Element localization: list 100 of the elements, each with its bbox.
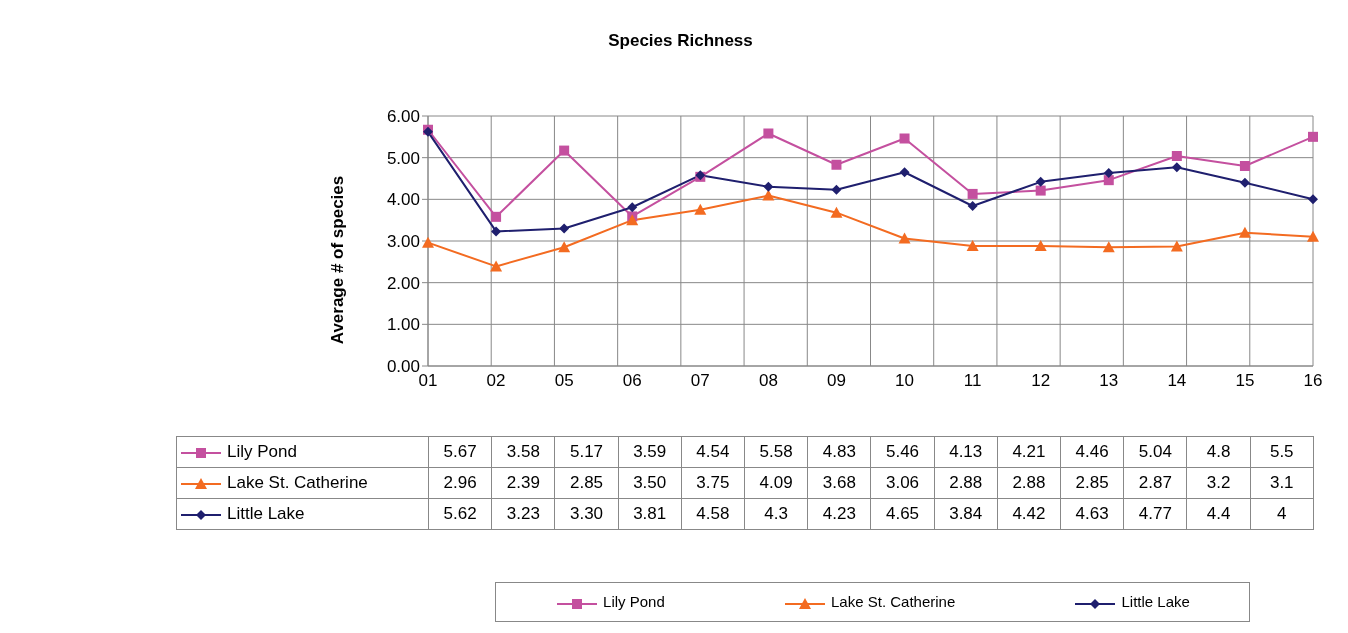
data-label: 2.39 (491, 467, 555, 499)
point (899, 133, 910, 144)
data-label: 4.46 (1060, 436, 1124, 468)
y-tick-label: 5.00 (386, 148, 420, 168)
point (626, 214, 639, 226)
data-label: 3.06 (870, 467, 935, 499)
data-label: 4.42 (997, 498, 1061, 530)
x-tick-label: 08 (758, 371, 778, 391)
y-tick-label: 1.00 (386, 315, 420, 335)
point (1171, 162, 1182, 173)
x-tick-label: 01 (418, 371, 438, 391)
data-label: 3.84 (934, 498, 998, 530)
data-label: 3.1 (1250, 467, 1314, 499)
x-tick-label: 09 (827, 371, 846, 391)
data-label: 2.85 (554, 467, 619, 499)
x-tick-label: 07 (690, 371, 710, 391)
text: Lily Pond (603, 593, 665, 611)
x-tick-label: 11 (963, 371, 982, 391)
data-label: 4.77 (1123, 498, 1187, 530)
x-tick-label: 02 (486, 371, 506, 391)
data-label: 2.88 (934, 467, 998, 499)
data-label: 4.83 (807, 436, 871, 468)
data-label: 5.58 (744, 436, 808, 468)
data-label: 4.4 (1186, 498, 1251, 530)
point (627, 202, 638, 213)
data-label: 4.3 (744, 498, 808, 530)
point (1035, 185, 1046, 196)
data-label: 4.09 (744, 467, 808, 499)
data-label: 4.8 (1186, 436, 1251, 468)
point (558, 241, 571, 253)
data-label: 2.96 (428, 467, 492, 499)
y-tick-label: 2.00 (386, 273, 420, 293)
point (559, 145, 570, 156)
data-label: 5.5 (1250, 436, 1314, 468)
y-tick-label: 4.00 (386, 190, 420, 210)
point (1307, 230, 1319, 242)
x-tick-label: 13 (1099, 371, 1119, 391)
point (898, 232, 911, 244)
x-tick-label: 14 (1167, 371, 1187, 391)
text: Little Lake (1121, 593, 1190, 611)
y-tick-label: 6.00 (386, 107, 420, 127)
point (967, 201, 978, 211)
data-label: 5.67 (428, 436, 492, 468)
data-label: 4.63 (1060, 498, 1124, 530)
data-label: 4.54 (681, 436, 745, 468)
x-tick-label: 05 (554, 371, 574, 391)
point (491, 226, 502, 237)
point (694, 203, 707, 215)
legend-label: Little Lake (176, 498, 429, 530)
data-label: 3.58 (491, 436, 555, 468)
x-tick-label: 12 (1031, 371, 1051, 391)
data-label: 4.13 (934, 436, 998, 468)
data-label: 4.58 (681, 498, 745, 530)
data-label: 5.17 (554, 436, 619, 468)
data-label: 4.65 (870, 498, 935, 530)
text: Lake St. Catherine (831, 593, 956, 611)
legend-label: Lake St. Catherine (176, 467, 429, 499)
data-label: 3.68 (807, 467, 871, 499)
data-label: 3.81 (618, 498, 682, 530)
data-label: 4.23 (807, 498, 871, 530)
x-tick-label: 10 (895, 371, 914, 391)
point (763, 128, 774, 139)
data-label: 3.75 (681, 467, 745, 499)
data-label: 2.87 (1123, 467, 1187, 499)
data-label: 3.59 (618, 436, 682, 468)
data-label: 3.23 (491, 498, 555, 530)
point (1103, 175, 1114, 186)
point (1103, 168, 1114, 179)
data-label: 3.2 (1186, 467, 1251, 499)
point (1034, 240, 1047, 251)
data-label: 2.88 (997, 467, 1061, 499)
y-axis-title: Average # of species (328, 174, 348, 347)
point (1239, 177, 1250, 188)
x-tick-label: 06 (622, 371, 642, 391)
point (762, 189, 775, 201)
point (831, 184, 842, 195)
y-tick-label: 3.00 (386, 232, 420, 252)
point (1170, 240, 1183, 252)
point (1035, 176, 1046, 187)
x-tick-label: 16 (1303, 371, 1323, 391)
chart-title: Species Richness (607, 31, 754, 51)
data-label: 3.50 (618, 467, 682, 499)
point (1171, 151, 1182, 161)
point (559, 223, 570, 234)
point (1239, 161, 1250, 171)
point (1102, 241, 1115, 253)
data-label: 3.30 (554, 498, 619, 530)
point (490, 260, 503, 272)
data-label: 4 (1250, 498, 1314, 530)
point (831, 159, 842, 170)
x-tick-label: 15 (1235, 371, 1255, 391)
data-label: 4.21 (997, 436, 1061, 468)
point (763, 181, 774, 192)
point (830, 206, 843, 218)
data-label: 5.46 (870, 436, 935, 468)
point (491, 211, 502, 222)
data-label: 5.04 (1123, 436, 1187, 468)
data-label: 2.85 (1060, 467, 1124, 499)
point (899, 167, 910, 178)
legend-label: Lily Pond (176, 436, 429, 468)
